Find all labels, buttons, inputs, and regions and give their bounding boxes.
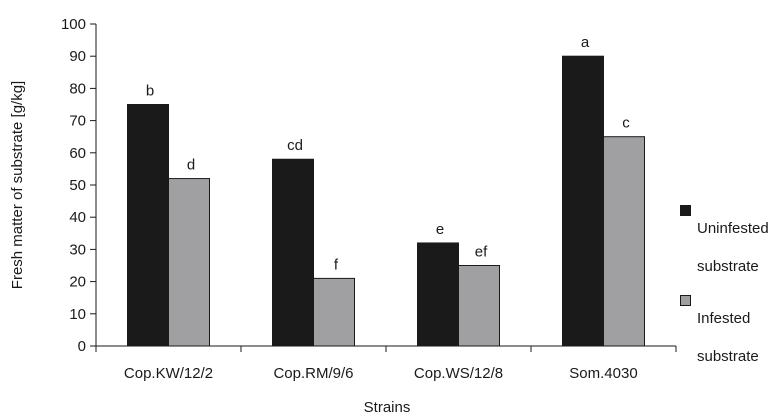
x-tick-label: Som.4030 [569,365,637,382]
y-tick-label: 30 [69,241,86,258]
y-tick-label: 40 [69,209,86,226]
legend: Uninfested substrate Infested substrate [680,200,784,380]
x-tick-label: Cop.KW/12/2 [124,365,213,382]
x-tick-label: Cop.WS/12/8 [414,365,503,382]
significance-label: e [436,221,444,238]
bar-infested [604,137,645,346]
y-tick-label: 60 [69,145,86,162]
legend-line: Uninfested [697,220,769,237]
legend-item-uninfested: Uninfested substrate [680,200,784,276]
legend-label-uninfested: Uninfested substrate [697,200,769,276]
bar-uninfested [273,159,314,346]
x-axis-title: Strains [364,399,411,416]
bar-uninfested [418,243,459,346]
y-tick-label: 90 [69,48,86,65]
legend-line: substrate [697,348,759,365]
y-tick-label: 80 [69,80,86,97]
legend-line: substrate [697,258,759,275]
bar-infested [459,266,500,347]
significance-label: ef [475,244,488,261]
significance-label: f [334,256,339,273]
x-tick-label: Cop.RM/9/6 [273,365,353,382]
y-axis-title: Fresh matter of substrate [g/kg] [9,81,26,289]
y-tick-label: 50 [69,177,86,194]
legend-swatch-infested [680,295,691,306]
significance-label: d [187,157,195,174]
y-tick-label: 0 [78,338,86,355]
significance-label: b [146,83,154,100]
y-tick-label: 70 [69,113,86,130]
legend-label-infested: Infested substrate [697,290,759,366]
y-axis: 0 10 20 30 40 50 60 70 80 90 100 [61,16,96,355]
significance-label: c [622,115,630,132]
y-tick-label: 20 [69,274,86,291]
bars [128,56,645,346]
significance-label: a [581,34,590,51]
legend-item-infested: Infested substrate [680,290,784,366]
y-tick-label: 10 [69,306,86,323]
bar-infested [314,278,355,346]
legend-swatch-uninfested [680,205,691,216]
bar-infested [169,179,210,346]
significance-labels: b d cd f e ef a c [146,34,630,273]
y-tick-label: 100 [61,16,86,33]
bar-uninfested [128,105,169,347]
legend-line: Infested [697,310,750,327]
bar-uninfested [563,56,604,346]
significance-label: cd [287,137,303,154]
x-axis: Cop.KW/12/2 Cop.RM/9/6 Cop.WS/12/8 Som.4030 [96,346,676,382]
